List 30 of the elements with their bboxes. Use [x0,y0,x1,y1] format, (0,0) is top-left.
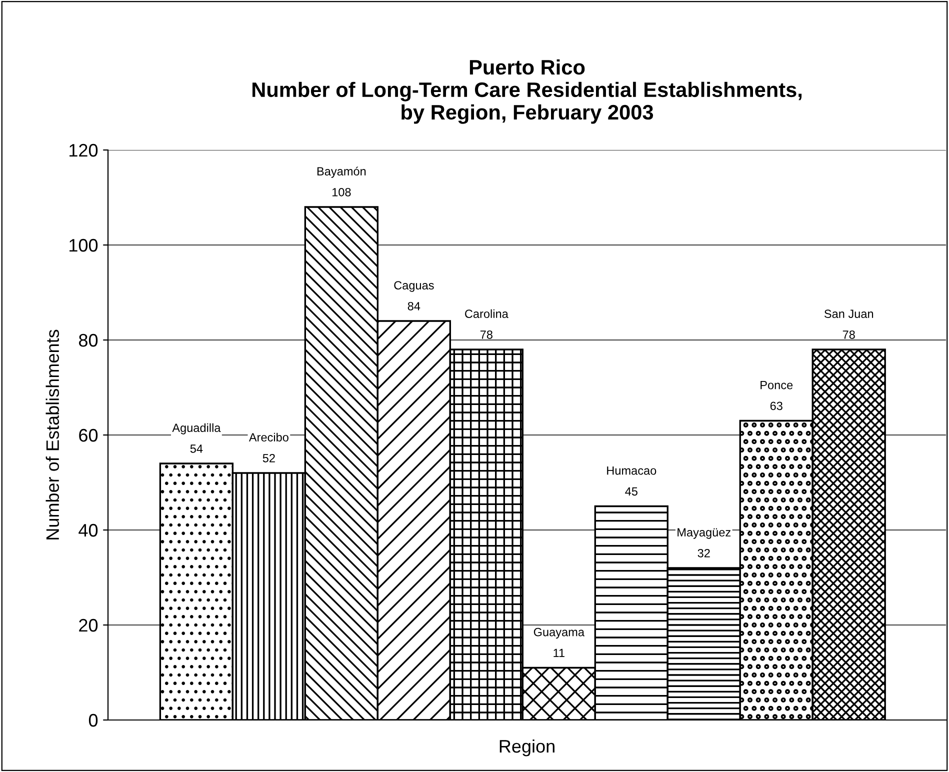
data-label: 45 [625,487,638,496]
chart-title: Puerto Rico Number of Long-Term Care Residential Establishments, by Region, February 2003 [252,59,802,124]
x-tick-label: Caguas [394,281,434,292]
y-tick-label: 100 [70,238,98,252]
y-tick-label: 120 [70,144,98,157]
x-tick-label: Mayagüez [678,528,731,539]
y-tick-label: 40 [78,524,98,537]
data-label: 32 [698,548,710,558]
x-tick-label: Arecibo [248,432,288,442]
data-label: 11 [554,648,564,657]
data-label: 78 [480,330,492,339]
data-label: 54 [190,444,203,453]
y-tick-label: 20 [79,618,98,632]
y-tick-label: 60 [79,428,98,442]
x-axis-title: Region [500,739,554,756]
y-tick-label: 0 [88,714,98,727]
x-tick-label: Guayama [534,628,584,639]
data-label: 108 [332,188,351,196]
x-tick-label: Ponce [760,381,793,390]
y-tick-label: 80 [78,334,98,347]
x-tick-label: Carolina [465,309,508,318]
x-tick-label: San Juan [824,310,874,318]
data-label: 52 [262,454,275,462]
data-label: 84 [408,302,420,310]
x-tick-label: Bayamón [317,166,366,178]
y-axis-title: Number of Establishments [46,330,60,540]
x-tick-label: Humacao [607,466,656,475]
data-label: 78 [842,330,855,339]
data-label: 63 [770,402,782,410]
x-tick-label: Aguadilla [172,423,221,434]
